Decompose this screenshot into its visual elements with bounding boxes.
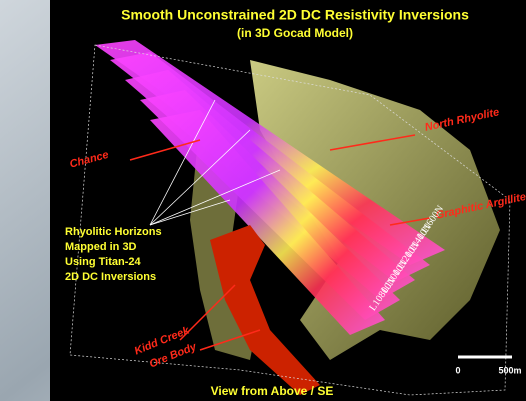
figure: Smooth Unconstrained 2D DC Resistivity I… xyxy=(0,0,526,401)
annotation-line: Using Titan-24 xyxy=(65,256,141,268)
annotation-line: Rhyolitic Horizons xyxy=(65,226,162,238)
subtitle: (in 3D Gocad Model) xyxy=(237,26,353,40)
scale-label: 500m xyxy=(498,365,521,375)
caption: View from Above / SE xyxy=(211,384,334,398)
scale-label: 0 xyxy=(455,365,460,375)
annotation-line: Mapped in 3D xyxy=(65,241,137,253)
title: Smooth Unconstrained 2D DC Resistivity I… xyxy=(121,7,469,23)
annotation-line: 2D DC Inversions xyxy=(65,271,156,283)
